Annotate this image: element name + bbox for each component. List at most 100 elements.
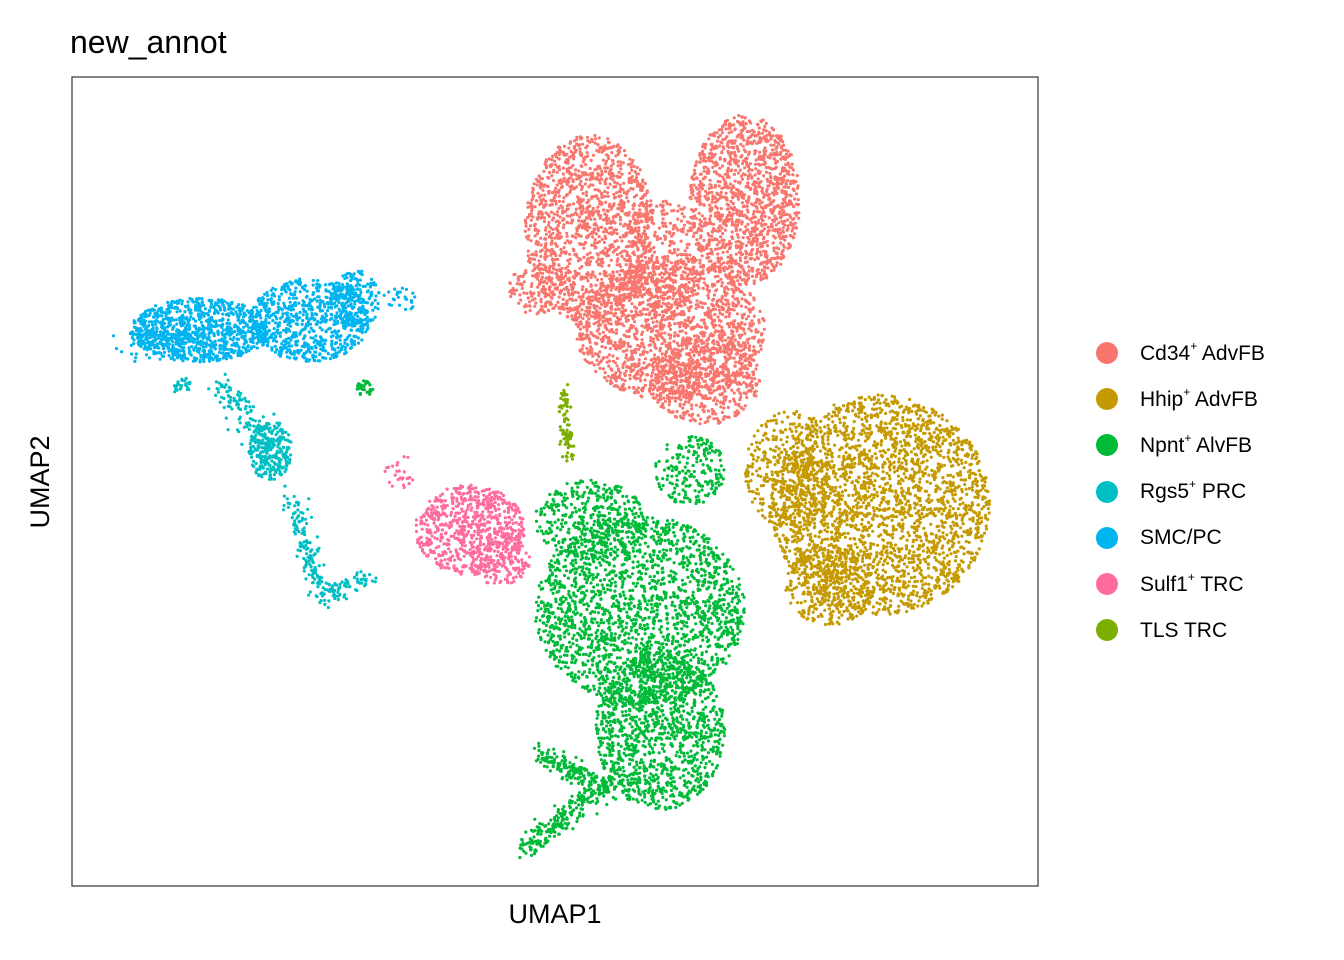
data-point [603,273,607,278]
data-point [549,165,553,169]
data-point [590,209,595,213]
data-point [600,191,604,195]
data-point [593,306,597,310]
data-point [604,159,609,163]
data-point [605,311,609,315]
data-point [578,147,582,151]
data-point [559,251,564,255]
data-point [593,352,597,356]
data-point [708,415,712,419]
data-point [532,223,537,228]
data-point [597,173,601,177]
data-point [712,154,716,158]
data-point [738,276,742,280]
data-point [786,218,790,222]
data-point [720,150,724,154]
data-point [722,238,726,242]
data-point [742,196,746,200]
data-point [637,358,641,362]
data-point [712,304,716,308]
data-point [604,153,609,157]
data-point [601,330,605,334]
data-point [568,140,573,144]
data-point [732,356,736,360]
data-point [554,202,558,206]
data-point [781,140,785,144]
data-point [591,153,596,157]
data-point [721,417,726,421]
data-point [616,149,620,153]
data-point [667,399,672,404]
data-point [715,162,720,166]
data-point [741,172,745,176]
data-point [604,182,608,186]
data-point [716,315,720,319]
data-point [718,246,722,250]
data-point [774,147,778,151]
data-point [710,391,714,395]
data-point [609,226,614,230]
data-point [544,265,548,269]
data-point [649,349,653,353]
data-point [718,166,722,170]
data-point [617,307,621,311]
data-point [747,196,751,200]
data-point [559,247,563,252]
data-point [726,144,730,148]
data-point [768,153,772,157]
data-point [668,336,672,340]
data-point [567,170,571,174]
data-point [601,338,605,342]
data-point [629,309,634,314]
data-point [556,300,560,304]
data-point [598,147,602,151]
data-point [719,277,723,281]
data-point [765,193,769,197]
data-point [718,196,722,200]
data-point [734,162,738,166]
data-point [726,218,730,223]
data-point [719,299,723,303]
data-point [625,364,629,369]
data-point [720,296,724,300]
data-point [750,319,754,323]
data-point [615,286,619,290]
chart-title: new_annot [70,24,227,60]
data-point [618,346,622,350]
data-point [722,349,726,353]
data-point [738,344,742,348]
data-point [580,308,584,312]
data-point [593,194,597,198]
data-point [753,149,757,153]
data-point [582,246,586,250]
data-point [746,228,750,232]
data-point [740,177,745,181]
data-point [756,177,760,181]
data-point [589,331,593,335]
data-point [588,295,592,299]
data-point [780,144,784,148]
data-point [561,226,566,230]
data-point [555,272,559,276]
data-point [735,187,739,192]
data-point [637,226,641,230]
data-point [569,165,573,170]
data-point [553,236,557,240]
data-point [671,227,675,231]
data-point [754,389,758,393]
data-point [585,252,589,257]
data-point [693,276,697,280]
data-point [778,152,783,156]
data-point [734,360,738,364]
data-point [702,379,706,383]
data-point [591,256,595,260]
data-point [783,157,788,161]
data-point [722,147,726,151]
data-point [574,236,578,240]
data-point [542,184,546,189]
data-point [614,347,619,351]
data-point [755,237,760,241]
data-point [702,169,706,173]
data-point [691,234,696,239]
data-point [608,220,613,224]
